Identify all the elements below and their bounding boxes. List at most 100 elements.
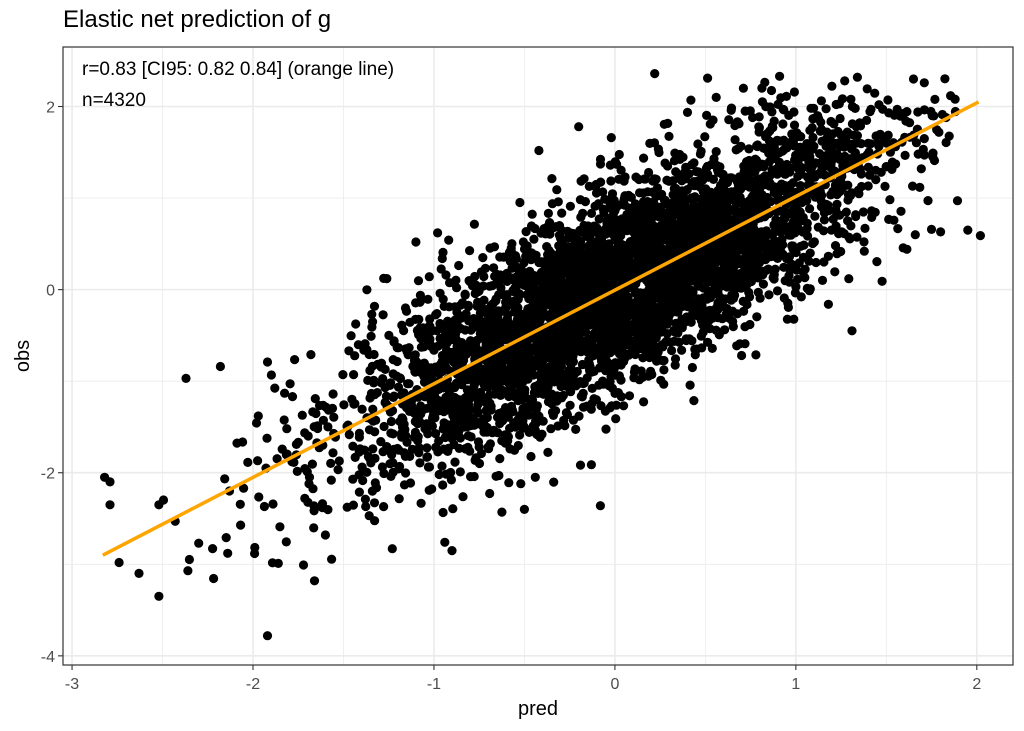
- data-point: [441, 270, 451, 280]
- data-point: [711, 147, 721, 157]
- data-point: [757, 190, 767, 200]
- data-point: [434, 446, 444, 456]
- data-point: [630, 288, 641, 298]
- data-point: [595, 154, 606, 164]
- data-point: [469, 314, 479, 324]
- data-point: [576, 241, 586, 251]
- data-point: [546, 334, 556, 344]
- data-point: [466, 432, 476, 442]
- data-point: [370, 478, 380, 488]
- data-point: [494, 470, 504, 481]
- data-point: [835, 141, 845, 152]
- data-point: [571, 316, 581, 326]
- data-point: [572, 343, 582, 353]
- data-point: [778, 119, 788, 129]
- data-point: [499, 252, 509, 262]
- data-point: [490, 356, 500, 366]
- data-point: [442, 381, 452, 391]
- data-point: [641, 232, 651, 242]
- data-point: [399, 480, 410, 490]
- data-point: [443, 446, 453, 456]
- data-point: [438, 480, 448, 490]
- data-point: [685, 225, 695, 235]
- data-point: [878, 104, 888, 114]
- data-point: [367, 309, 377, 319]
- data-point: [495, 454, 505, 464]
- data-point: [832, 149, 842, 159]
- data-point: [540, 310, 551, 320]
- data-point: [251, 418, 262, 428]
- data-point: [638, 188, 649, 198]
- data-point: [530, 313, 540, 324]
- data-point: [788, 178, 798, 188]
- data-point: [307, 459, 317, 469]
- data-point: [843, 195, 853, 205]
- data-point: [480, 263, 490, 273]
- data-point: [747, 273, 757, 284]
- data-point: [808, 238, 818, 249]
- data-point: [696, 146, 706, 156]
- data-point: [806, 166, 816, 176]
- data-point: [484, 444, 494, 454]
- data-point: [327, 403, 338, 413]
- data-point: [656, 375, 666, 385]
- data-point: [317, 499, 328, 509]
- data-point: [791, 150, 801, 160]
- data-point: [798, 252, 809, 262]
- data-point: [515, 197, 525, 208]
- data-point: [871, 165, 881, 175]
- data-point: [678, 218, 688, 228]
- data-point: [475, 328, 485, 339]
- data-point: [788, 217, 798, 227]
- data-point: [395, 373, 405, 383]
- data-point: [926, 224, 937, 234]
- data-point: [569, 370, 579, 380]
- data-point: [565, 296, 575, 306]
- data-point: [832, 199, 842, 209]
- data-point: [677, 176, 687, 186]
- data-point: [606, 133, 616, 143]
- data-point: [440, 537, 450, 547]
- data-point: [575, 460, 586, 470]
- data-point: [364, 511, 374, 521]
- data-point: [478, 253, 488, 263]
- data-point: [751, 350, 761, 360]
- data-point: [422, 452, 433, 462]
- data-point: [547, 344, 557, 354]
- data-point: [392, 443, 403, 454]
- data-point: [525, 323, 535, 333]
- data-point: [713, 287, 723, 297]
- data-point: [282, 449, 292, 459]
- data-point: [326, 458, 336, 468]
- data-point: [542, 242, 552, 252]
- data-point: [270, 383, 280, 393]
- data-point: [454, 311, 464, 321]
- data-point: [262, 433, 272, 443]
- data-point: [568, 229, 579, 239]
- data-point: [464, 413, 474, 423]
- data-point: [531, 416, 541, 426]
- data-point: [682, 107, 693, 117]
- data-point: [606, 176, 616, 186]
- data-point: [394, 494, 404, 504]
- data-point: [624, 239, 634, 249]
- data-point: [522, 290, 532, 300]
- data-point: [584, 319, 594, 329]
- y-tick-label: 0: [46, 283, 55, 300]
- data-point: [609, 266, 620, 276]
- data-point: [720, 254, 731, 264]
- data-point: [549, 352, 559, 362]
- axis-ticks: -3 -2 -1 0 1 2 -4 -2 0 2: [41, 100, 982, 693]
- data-point: [819, 257, 829, 267]
- data-point: [729, 285, 739, 295]
- data-point: [598, 281, 608, 291]
- data-point: [614, 318, 624, 328]
- data-point: [559, 377, 569, 387]
- data-point: [702, 197, 712, 207]
- data-point: [266, 370, 276, 380]
- data-point: [910, 230, 920, 240]
- data-point: [595, 501, 606, 511]
- data-point: [773, 191, 783, 201]
- data-point: [464, 276, 474, 286]
- y-tick-label: -2: [41, 466, 55, 483]
